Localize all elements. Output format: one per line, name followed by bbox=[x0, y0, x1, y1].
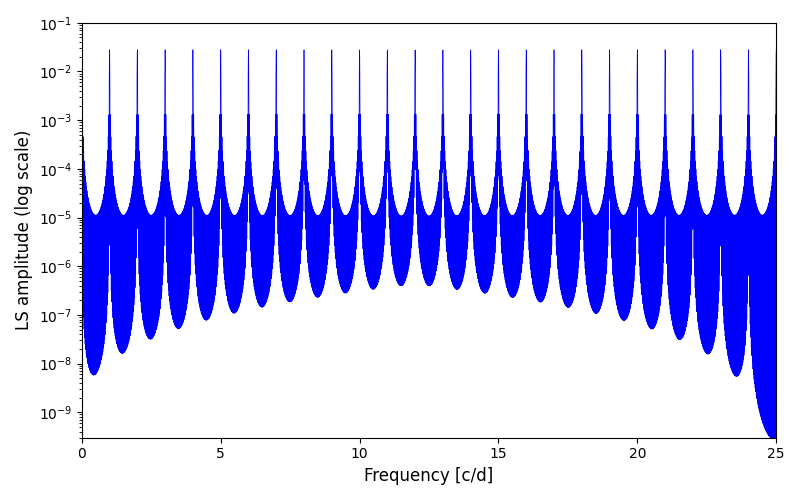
Y-axis label: LS amplitude (log scale): LS amplitude (log scale) bbox=[15, 130, 33, 330]
X-axis label: Frequency [c/d]: Frequency [c/d] bbox=[364, 467, 494, 485]
